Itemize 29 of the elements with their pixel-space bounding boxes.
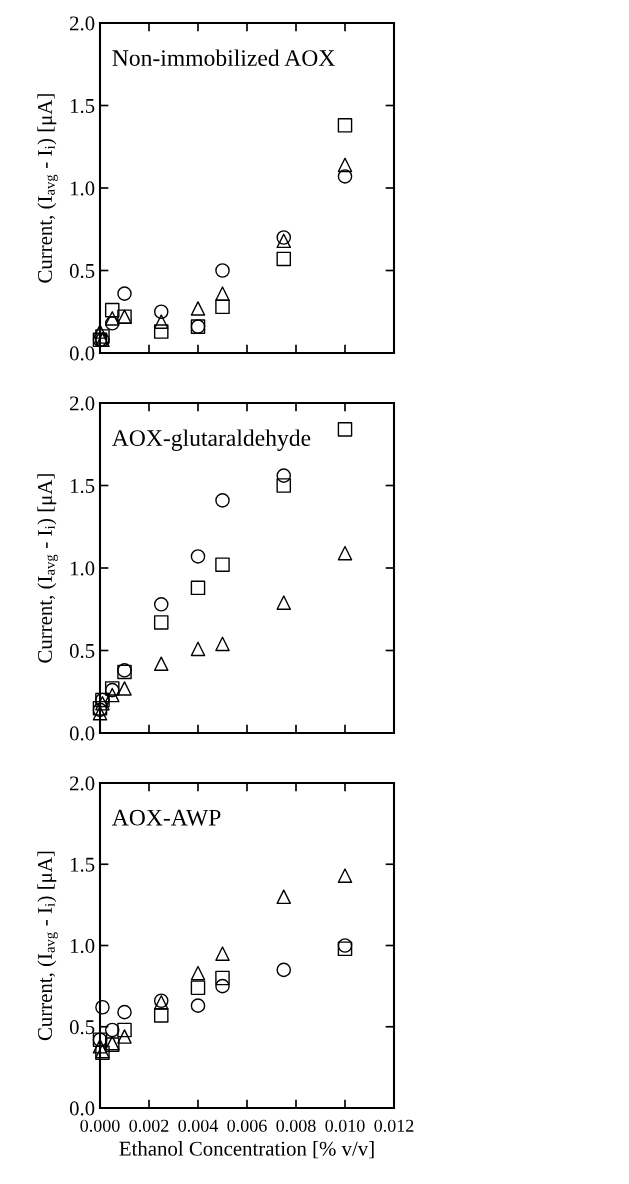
y-tick-label: 1.0 (70, 561, 95, 576)
y-tick-label: 0.5 (69, 263, 95, 279)
x-axis-title: Ethanol Concentration [% v/v] (119, 1141, 374, 1159)
x-tick-label: 0.008 (276, 1119, 316, 1132)
x-tick-label: 0.006 (227, 1119, 267, 1132)
y-axis-title: Current, (I$_{avg}$ - I$_{i}$) [μA] (37, 851, 58, 1041)
x-tick-label: 0.002 (129, 1119, 169, 1132)
annotation: AOX-glutaraldehyde (111, 429, 311, 451)
annotation: Non-immobilized AOX (112, 49, 335, 67)
x-tick-label: 0.004 (178, 1119, 219, 1132)
x-tick-label: 0.012 (374, 1119, 414, 1132)
y-tick-label: 0.5 (69, 1020, 95, 1035)
x-tick-label: 0.000 (80, 1119, 120, 1132)
y-tick-label: 1.5 (70, 857, 95, 872)
y-tick-label: 0.0 (69, 726, 95, 741)
y-tick-label: 0.0 (69, 346, 95, 361)
y-tick-label: 2.0 (70, 776, 95, 791)
y-tick-label: 2.0 (70, 16, 95, 31)
y-tick-label: 1.0 (70, 938, 95, 954)
y-tick-label: 0.0 (69, 1101, 95, 1116)
y-tick-label: 1.0 (70, 181, 95, 196)
y-tick-label: 0.5 (69, 643, 95, 659)
y-tick-label: 1.5 (70, 478, 95, 494)
y-tick-label: 1.5 (70, 98, 95, 114)
y-axis-title: Current, (I$_{avg}$ - I$_{i}$) [μA] (37, 94, 58, 283)
y-axis-title: Current, (I$_{avg}$ - I$_{i}$) [μA] (37, 474, 58, 663)
x-tick-label: 0.010 (325, 1119, 365, 1132)
annotation: AOX-AWP (111, 809, 221, 826)
y-tick-label: 2.0 (70, 396, 95, 411)
